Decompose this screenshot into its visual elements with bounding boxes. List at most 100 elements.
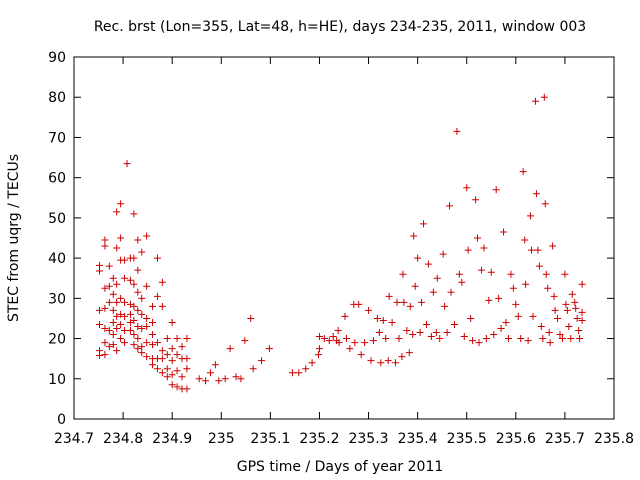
data-point — [367, 357, 375, 365]
data-point — [469, 337, 477, 345]
y-axis: 0 10 20 30 40 50 60 70 80 90 — [48, 50, 614, 428]
data-point — [143, 353, 151, 361]
data-point — [113, 244, 121, 252]
data-point — [482, 335, 490, 343]
data-point — [441, 302, 449, 310]
data-point — [109, 306, 117, 314]
data-point — [158, 347, 166, 355]
data-point — [446, 202, 454, 210]
data-point — [329, 333, 337, 341]
data-point — [163, 335, 171, 343]
data-point — [544, 284, 552, 292]
data-point — [531, 97, 539, 105]
data-point — [101, 351, 109, 359]
data-point — [168, 345, 176, 353]
data-point — [163, 351, 171, 359]
data-point — [385, 292, 393, 300]
data-point — [96, 306, 104, 314]
data-point — [521, 236, 529, 244]
data-point — [237, 375, 245, 383]
data-point — [173, 335, 181, 343]
data-point — [539, 335, 547, 343]
data-point — [143, 314, 151, 322]
data-point — [149, 302, 157, 310]
data-point — [195, 375, 203, 383]
data-point — [138, 325, 146, 332]
data-point — [105, 282, 113, 290]
data-point — [403, 327, 411, 335]
data-point — [117, 310, 125, 318]
data-point — [113, 325, 121, 332]
data-point — [416, 329, 424, 337]
data-point — [429, 288, 437, 296]
data-point — [105, 343, 113, 351]
data-point — [143, 322, 151, 330]
data-point — [149, 318, 157, 326]
data-point — [418, 298, 426, 306]
data-point — [173, 383, 181, 391]
data-point — [117, 234, 125, 242]
data-point — [447, 288, 455, 296]
data-point — [206, 369, 214, 377]
data-point — [540, 93, 548, 101]
data-point — [134, 335, 142, 343]
data-point — [375, 329, 383, 337]
data-point — [541, 200, 549, 208]
y-tick-label: 70 — [48, 130, 66, 146]
data-point — [409, 331, 417, 339]
data-point — [334, 327, 342, 335]
x-tick-label: 235.4 — [398, 431, 438, 447]
data-point — [562, 300, 570, 308]
data-point — [502, 318, 510, 326]
data-point — [308, 359, 316, 367]
data-point — [388, 318, 396, 326]
data-point — [485, 296, 493, 304]
data-point — [121, 298, 129, 306]
data-point — [561, 270, 569, 278]
data-point — [373, 314, 381, 322]
data-point — [183, 365, 191, 373]
data-point — [517, 335, 525, 343]
data-point — [512, 300, 520, 308]
y-tick-label: 50 — [48, 211, 66, 227]
data-point — [163, 373, 171, 381]
data-point — [113, 298, 121, 306]
data-point — [474, 234, 482, 242]
data-point — [568, 290, 576, 298]
data-point — [153, 292, 161, 300]
data-point — [101, 242, 109, 250]
y-tick-label: 20 — [48, 332, 66, 348]
data-point — [138, 343, 146, 351]
data-point — [173, 351, 181, 359]
data-point — [121, 312, 129, 320]
data-point — [463, 184, 471, 192]
y-tick-label: 90 — [48, 50, 66, 66]
data-point — [314, 351, 322, 359]
data-point — [458, 278, 466, 286]
data-point — [226, 345, 234, 353]
data-point — [519, 168, 527, 176]
data-point — [183, 335, 191, 343]
data-point — [420, 220, 428, 228]
data-point — [101, 339, 109, 347]
data-point — [507, 270, 515, 278]
data-point — [542, 270, 550, 278]
data-point — [578, 316, 586, 324]
data-point — [573, 314, 581, 322]
data-point — [158, 278, 166, 286]
data-point — [202, 377, 210, 385]
data-point — [288, 369, 296, 377]
data-point — [405, 349, 413, 357]
data-point — [134, 236, 142, 244]
data-point — [495, 294, 503, 302]
data-point — [123, 160, 131, 168]
data-point — [472, 196, 480, 204]
data-point — [424, 260, 432, 268]
data-point — [572, 304, 580, 312]
data-point — [361, 339, 369, 347]
data-point — [113, 347, 121, 355]
data-point — [467, 314, 475, 322]
data-point — [109, 341, 117, 349]
y-tick-label: 40 — [48, 251, 66, 267]
